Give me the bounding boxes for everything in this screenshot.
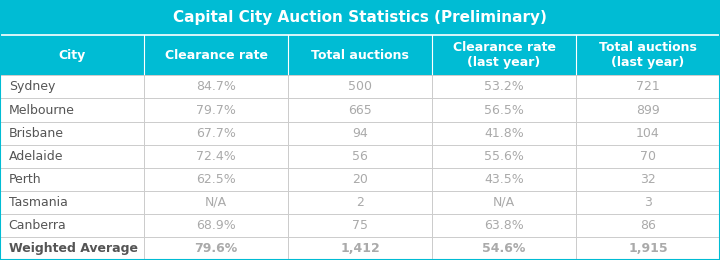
Bar [0,122,720,145]
Text: Brisbane: Brisbane [9,127,63,140]
Text: Clearance rate
(last year): Clearance rate (last year) [452,41,556,69]
Bar [0,214,720,237]
Text: Total auctions
(last year): Total auctions (last year) [599,41,697,69]
Bar [0,191,720,214]
Text: 32: 32 [640,173,656,186]
Text: 54.6%: 54.6% [482,242,526,255]
Text: 53.2%: 53.2% [484,80,524,93]
Text: Capital City Auction Statistics (Preliminary): Capital City Auction Statistics (Prelimi… [173,10,547,25]
Text: 43.5%: 43.5% [484,173,524,186]
Text: 84.7%: 84.7% [196,80,236,93]
Text: 104: 104 [636,127,660,140]
Text: 899: 899 [636,103,660,116]
Text: 1,915: 1,915 [628,242,668,255]
Bar [0,237,720,260]
Bar [0,99,720,122]
Text: Weighted Average: Weighted Average [9,242,138,255]
Text: Tasmania: Tasmania [9,196,68,209]
Text: 3: 3 [644,196,652,209]
Text: Adelaide: Adelaide [9,150,63,163]
Bar [0,35,720,75]
Text: N/A: N/A [493,196,515,209]
Bar [0,75,720,99]
Text: 721: 721 [636,80,660,93]
Text: 665: 665 [348,103,372,116]
Bar [0,145,720,168]
Bar [0,168,720,191]
Text: 2: 2 [356,196,364,209]
Text: Perth: Perth [9,173,41,186]
Text: 41.8%: 41.8% [484,127,524,140]
Text: Clearance rate: Clearance rate [164,49,268,62]
Text: 72.4%: 72.4% [196,150,236,163]
Text: City: City [58,49,86,62]
Text: 55.6%: 55.6% [484,150,524,163]
Text: 68.9%: 68.9% [196,219,236,232]
Text: Sydney: Sydney [9,80,55,93]
Text: 56.5%: 56.5% [484,103,524,116]
Text: 67.7%: 67.7% [196,127,236,140]
Text: N/A: N/A [205,196,227,209]
Text: Melbourne: Melbourne [9,103,74,116]
Text: 79.6%: 79.6% [194,242,238,255]
Text: Total auctions: Total auctions [311,49,409,62]
Text: 63.8%: 63.8% [484,219,524,232]
Bar [0,0,720,35]
Text: 62.5%: 62.5% [196,173,236,186]
Text: 500: 500 [348,80,372,93]
Text: 56: 56 [352,150,368,163]
Text: 94: 94 [352,127,368,140]
Text: 79.7%: 79.7% [196,103,236,116]
Text: 75: 75 [352,219,368,232]
Text: 70: 70 [640,150,656,163]
Text: 20: 20 [352,173,368,186]
Text: Canberra: Canberra [9,219,66,232]
Text: 1,412: 1,412 [340,242,380,255]
Text: 86: 86 [640,219,656,232]
